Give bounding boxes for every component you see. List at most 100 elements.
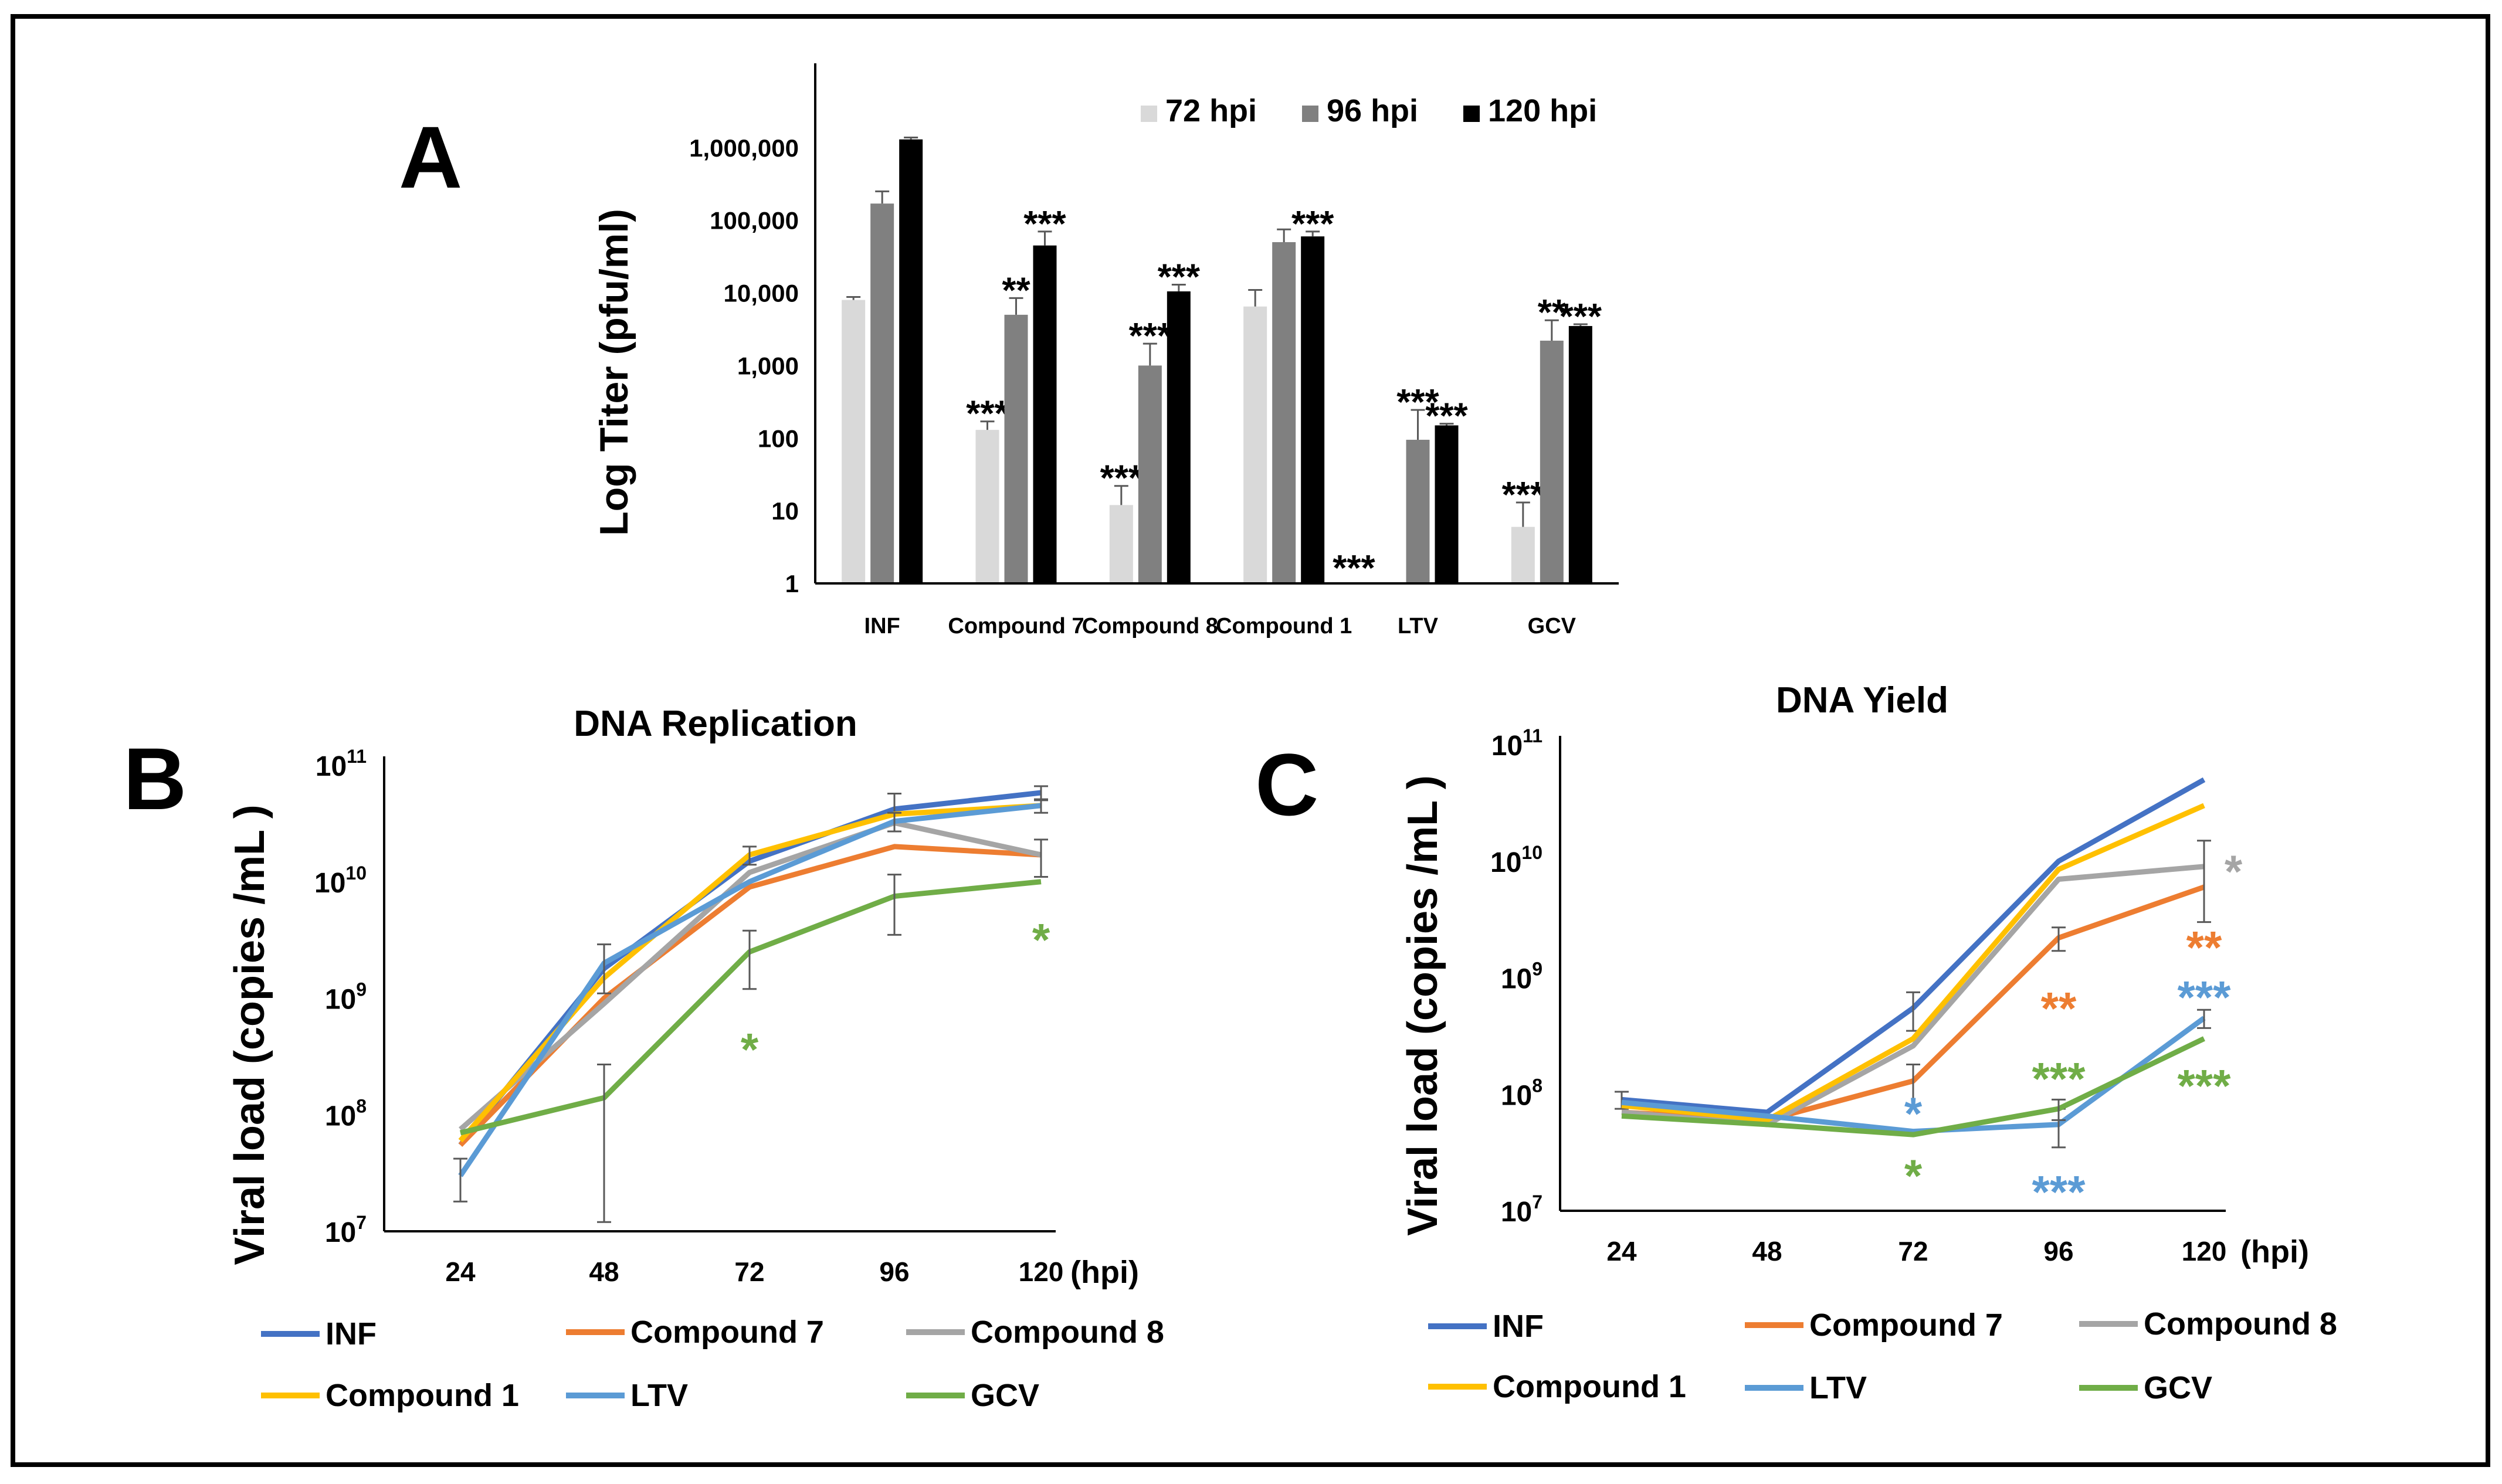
xtick-label: 48 [1752,1236,1782,1266]
panel-a-ytick-label: 1 [785,570,799,597]
ytick-base: 10 [314,868,345,899]
panel-letter-c: C [1255,735,1318,834]
line-compound-1 [1621,803,2205,1123]
significance-marker: ** [2186,922,2222,973]
ytick-label: 109 [1501,959,1542,995]
panel-a-ytick-label: 100 [758,425,799,452]
significance-marker: * [1904,1150,1923,1201]
line-ltv [458,803,1042,1177]
bar-72-hpi-compound-7 [975,430,999,583]
sig-72-hpi-compound-8: *** [1100,459,1143,499]
legend-label-gcv: GCV [2144,1370,2212,1405]
bar-96-hpi-compound-8 [1138,365,1162,583]
xtick-label: 96 [879,1257,909,1287]
significance-marker: * [1032,914,1050,965]
bar-96-hpi-inf [870,203,894,584]
panel-a-ylabel: Log Titer (pfu/ml) [592,209,636,536]
figure-frame [11,14,2490,1467]
legend-label-gcv: GCV [971,1378,1039,1413]
bar-120-hpi-compound-1 [1301,236,1325,583]
xtick-label: 120 [1019,1257,1064,1287]
bar-120-hpi-compound-8 [1167,291,1191,583]
bar-120-hpi-ltv [1435,425,1459,583]
panel-a-xtick-label: Compound 1 [1216,614,1352,639]
sig-96-hpi-compound-7: ** [1002,270,1030,311]
panel-c-line-chart: DNA Yield Viral load (copies /mL ) 10710… [1399,680,2337,1405]
ytick-label: 109 [325,979,367,1016]
xaxis-label: (hpi) [1070,1255,1139,1290]
xtick-label: 96 [2043,1236,2073,1266]
panel-a-xtick-label: LTV [1398,614,1439,639]
legend-swatch-72-hpi [1141,106,1157,122]
bar-96-hpi-gcv [1540,341,1564,583]
ytick-exponent: 11 [347,746,367,767]
panel-a-ytick-label: 10 [771,497,799,525]
panel-a-xtick-label: INF [864,614,900,639]
sig-120-hpi-gcv: *** [1559,297,1602,337]
legend-label-ltv: LTV [1809,1370,1867,1405]
ytick-exponent: 8 [1532,1075,1542,1096]
ytick-label: 108 [325,1095,367,1132]
panel-b-line-chart: DNA Replication Viral load (copies /mL )… [226,704,1164,1413]
bar-72-hpi-compound-1 [1243,306,1267,583]
ytick-exponent: 7 [356,1212,367,1233]
legend-label-72-hpi: 72 hpi [1165,93,1257,128]
panel-a-xtick-label: Compound 7 [948,614,1084,639]
ytick-label: 1011 [316,746,367,782]
legend-label-compound-8: Compound 8 [2144,1306,2337,1342]
bar-120-hpi-gcv [1568,326,1592,583]
ytick-label: 1010 [1490,842,1542,878]
panel-a-ytick-label: 1,000 [737,352,799,379]
xtick-label: 24 [1606,1236,1637,1266]
legend-swatch-120-hpi [1463,106,1480,122]
ytick-exponent: 10 [1521,842,1542,863]
sig-120-hpi-compound-7: *** [1023,204,1066,244]
significance-marker: * [2225,845,2243,897]
panel-b-legend: INF Compound 7 Compound 8 Compound 1 LTV GCV [261,1315,1164,1413]
bar-120-hpi-compound-7 [1033,245,1057,583]
ytick-base: 10 [1501,1197,1532,1228]
significance-marker: *** [2177,1060,2231,1112]
bar-72-hpi-inf [842,300,866,583]
sig-96-hpi-gcv: ** [1538,293,1567,333]
legend-label-96-hpi: 96 hpi [1327,93,1418,128]
panel-a-bar-chart: Log Titer (pfu/ml) 1 10 100 1,000 10,000 100,… [592,63,1619,639]
significance-marker: *** [2177,971,2231,1023]
panel-a-yticks: 1 10 100 1,000 10,000 100,000 1,000,000 [689,134,799,597]
panel-a-xtick-label: GCV [1528,614,1577,639]
legend-label-120-hpi: 120 hpi [1488,93,1597,128]
ytick-exponent: 9 [1532,959,1542,980]
legend-label-compound-1: Compound 1 [1493,1369,1686,1404]
ytick-label: 108 [1501,1075,1542,1111]
legend-label-ltv: LTV [630,1378,688,1413]
significance-marker: ** [2041,983,2077,1034]
legend-label-compound-8: Compound 8 [971,1315,1164,1350]
line-ltv [1621,1016,2206,1135]
significance-marker: * [1904,1088,1923,1139]
ytick-base: 10 [1501,1080,1532,1111]
legend-label-inf: INF [326,1316,377,1351]
ytick-exponent: 9 [356,979,367,1000]
xtick-label: 72 [734,1257,764,1287]
panel-a-ytick-label: 1,000,000 [689,134,799,162]
xtick-label: 120 [2182,1236,2227,1266]
panel-a-legend: 72 hpi 96 hpi 120 hpi [1141,93,1597,128]
xtick-label: 48 [589,1257,619,1287]
ytick-label: 107 [1501,1191,1542,1228]
sig-120-hpi-compound-8: *** [1158,257,1201,297]
sig-72-hpi-compound-7: *** [966,394,1009,434]
legend-label-compound-7: Compound 7 [630,1315,824,1350]
bar-96-hpi-ltv [1406,440,1430,583]
legend-label-compound-1: Compound 1 [326,1378,519,1413]
ytick-base: 10 [325,1217,356,1248]
ytick-base: 10 [1491,731,1523,762]
sig-96-hpi-ltv: *** [1396,382,1439,423]
significance-marker: * [741,1024,759,1075]
panel-a-ytick-label: 10,000 [724,280,799,307]
panel-c-legend: INF Compound 7 Compound 8 Compound 1 LTV GCV [1428,1306,2337,1405]
ytick-label: 107 [325,1212,367,1248]
sig-120-hpi-ltv: *** [1425,396,1468,437]
